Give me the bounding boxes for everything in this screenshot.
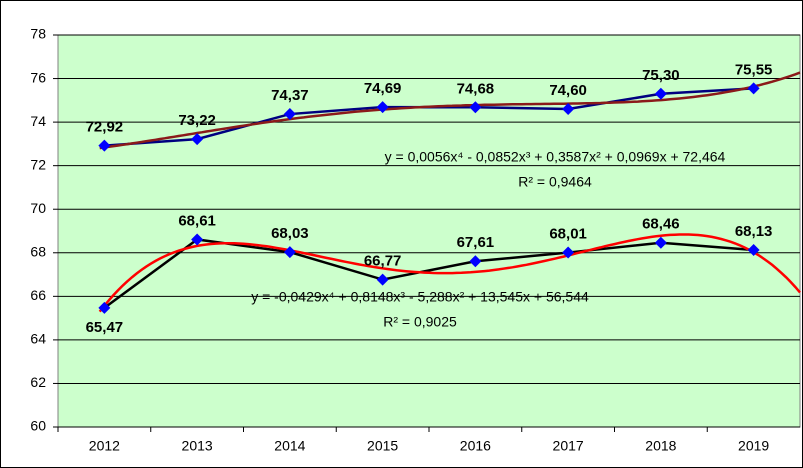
data-label: 75,55 [735,61,773,78]
x-tick-label: 2014 [274,438,305,454]
y-tick-label: 78 [30,26,46,42]
y-tick-label: 66 [30,287,46,303]
data-label: 72,92 [86,119,124,136]
x-tick-label: 2013 [182,438,213,454]
marker [469,101,482,114]
data-label: 75,30 [642,67,680,84]
x-tick-label: 2017 [553,438,584,454]
data-label: 68,61 [178,212,216,229]
y-tick-label: 76 [30,69,46,85]
data-label: 68,13 [735,223,773,240]
marker [747,82,760,95]
trend-equation: y = -0,0429x⁴ + 0,8148x³ - 5,288x² + 13,… [251,289,589,305]
data-label: 65,47 [86,319,124,336]
y-tick-label: 62 [30,374,46,390]
data-label: 74,68 [457,80,495,97]
marker [469,255,482,268]
marker [654,87,667,100]
marker [191,133,204,146]
y-tick-label: 64 [30,331,46,347]
data-label: 67,61 [457,234,495,251]
marker [562,103,575,116]
trend-r2: R² = 0,9464 [518,174,592,190]
data-label: 66,77 [364,253,402,270]
data-label: 74,37 [271,87,309,104]
y-tick-label: 74 [30,113,46,129]
y-tick-label: 70 [30,200,46,216]
data-label: 68,03 [271,225,309,242]
plot-area [57,34,801,428]
x-tick-label: 2018 [645,438,676,454]
marker [562,246,575,259]
x-tick-label: 2019 [738,438,769,454]
data-label: 68,01 [549,226,587,243]
marker [283,108,296,121]
data-label: 68,46 [642,216,680,233]
y-tick-label: 72 [30,156,46,172]
data-label: 74,60 [549,82,587,99]
data-label: 73,22 [178,112,216,129]
marker [376,273,389,286]
data-label: 74,69 [364,80,402,97]
marker [98,301,111,314]
y-tick-label: 68 [30,243,46,259]
marker [191,233,204,246]
trendline [99,71,801,150]
marker [376,101,389,114]
marker [283,246,296,259]
marker [747,243,760,256]
x-tick-label: 2015 [367,438,398,454]
trend-r2: R² = 0,9025 [383,314,457,330]
x-tick-label: 2016 [460,438,491,454]
trendline [98,233,801,313]
trend-equation: y = 0,0056x⁴ - 0,0852x³ + 0,3587x² + 0,0… [385,149,726,165]
marker [654,236,667,249]
x-tick-label: 2012 [89,438,120,454]
y-tick-label: 60 [30,418,46,434]
series-line [103,238,754,309]
marker [98,139,111,152]
